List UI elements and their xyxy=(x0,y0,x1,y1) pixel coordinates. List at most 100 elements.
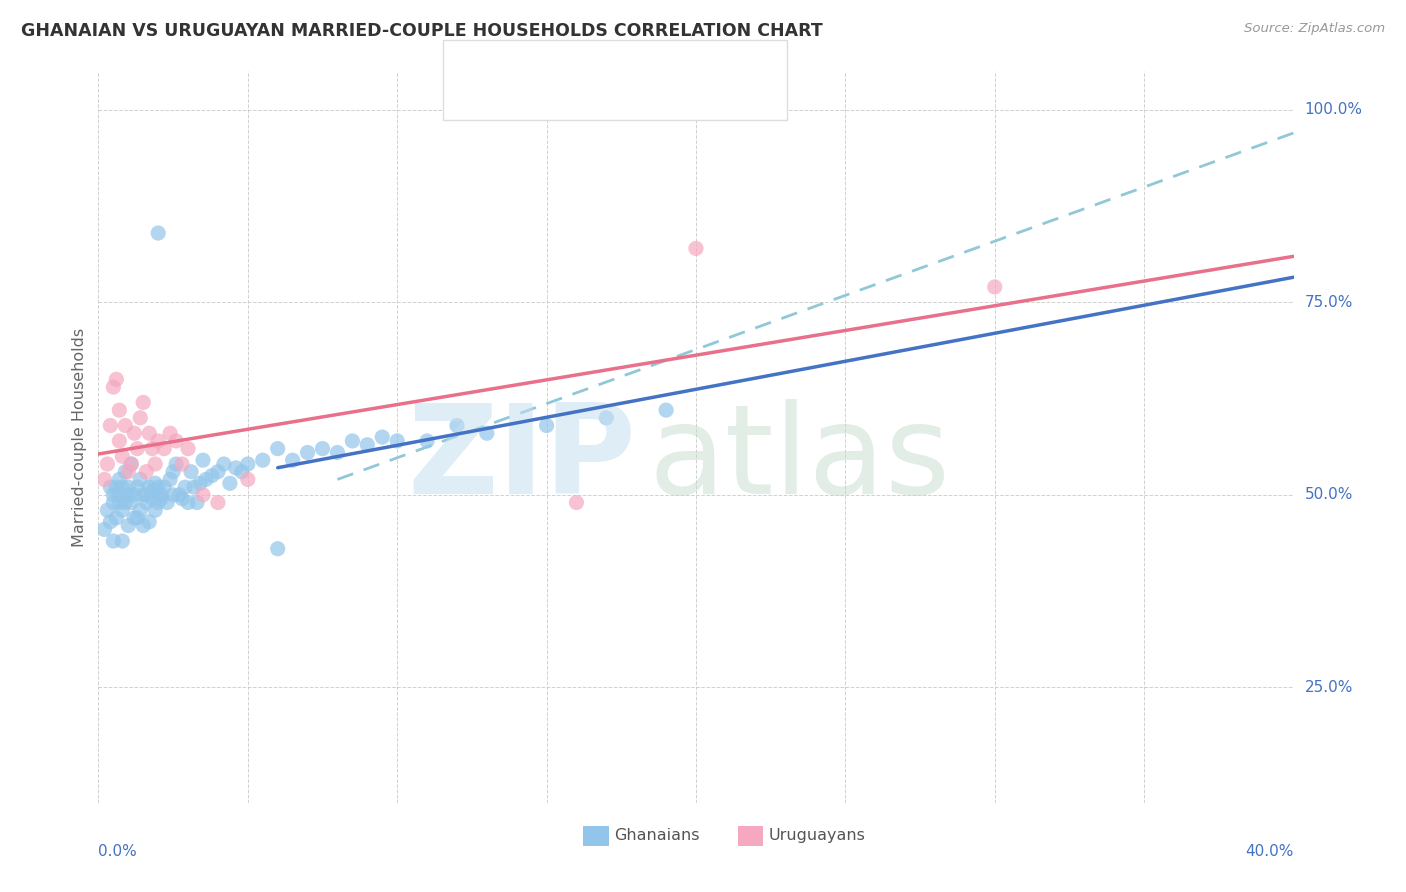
Text: 100.0%: 100.0% xyxy=(1305,103,1362,118)
Point xyxy=(108,495,131,509)
Point xyxy=(225,461,247,475)
Text: 75.0%: 75.0% xyxy=(1305,295,1353,310)
Point xyxy=(446,418,468,433)
Point xyxy=(267,442,290,456)
Point xyxy=(138,426,160,441)
Point xyxy=(96,503,118,517)
Point xyxy=(475,426,498,441)
Point xyxy=(180,465,202,479)
Point xyxy=(98,515,122,529)
Point xyxy=(159,472,181,486)
Point xyxy=(156,495,179,509)
Point xyxy=(201,468,224,483)
Point xyxy=(297,445,319,459)
Point xyxy=(98,480,122,494)
Point xyxy=(129,503,152,517)
Y-axis label: Married-couple Households: Married-couple Households xyxy=(72,327,87,547)
Point xyxy=(103,534,125,549)
Point xyxy=(191,453,214,467)
Point xyxy=(135,465,157,479)
Point xyxy=(127,511,149,525)
Point xyxy=(984,280,1007,294)
Point xyxy=(141,442,163,456)
Point xyxy=(127,480,149,494)
Point xyxy=(135,495,157,509)
Point xyxy=(150,488,173,502)
Text: Uruguayans: Uruguayans xyxy=(769,829,866,843)
Point xyxy=(135,488,157,502)
Point xyxy=(186,495,208,509)
Text: atlas: atlas xyxy=(648,399,950,519)
Point xyxy=(195,472,218,486)
Point xyxy=(93,523,115,537)
Point xyxy=(117,518,139,533)
Point xyxy=(153,480,176,494)
Point xyxy=(96,457,118,471)
Point xyxy=(281,453,304,467)
Point xyxy=(117,480,139,494)
Point xyxy=(143,503,166,517)
Point xyxy=(124,426,146,441)
Point xyxy=(416,434,439,448)
Point xyxy=(143,457,166,471)
Point xyxy=(103,495,125,509)
Point xyxy=(219,476,242,491)
Point xyxy=(120,495,142,509)
Text: 0.0%: 0.0% xyxy=(98,845,138,860)
Point xyxy=(124,511,146,525)
Point xyxy=(120,457,142,471)
Point xyxy=(371,430,394,444)
Point xyxy=(167,488,190,502)
Point xyxy=(114,465,136,479)
Point xyxy=(117,465,139,479)
Point xyxy=(172,491,194,506)
Point xyxy=(326,445,349,459)
Point xyxy=(141,483,163,498)
Point xyxy=(252,453,274,467)
Point xyxy=(120,457,142,471)
Point xyxy=(207,495,229,509)
Point xyxy=(138,515,160,529)
Point xyxy=(114,495,136,509)
Point xyxy=(105,480,128,494)
Point xyxy=(177,442,200,456)
Point xyxy=(356,438,378,452)
Point xyxy=(162,488,184,502)
Text: Ghanaians: Ghanaians xyxy=(614,829,700,843)
Text: 40.0%: 40.0% xyxy=(1246,845,1294,860)
Point xyxy=(231,465,253,479)
Point xyxy=(177,495,200,509)
Point xyxy=(191,488,214,502)
Point xyxy=(183,480,205,494)
Point xyxy=(148,434,170,448)
Point xyxy=(143,476,166,491)
Point xyxy=(162,465,184,479)
Point xyxy=(536,418,558,433)
Point xyxy=(342,434,364,448)
Point xyxy=(207,465,229,479)
Point xyxy=(236,472,259,486)
Point xyxy=(98,418,122,433)
Point xyxy=(111,480,134,494)
Point xyxy=(212,457,235,471)
Point xyxy=(148,226,170,240)
Point xyxy=(111,534,134,549)
Point xyxy=(105,511,128,525)
Point xyxy=(595,410,617,425)
Point xyxy=(108,488,131,502)
Point xyxy=(655,403,678,417)
Point xyxy=(148,495,170,509)
Text: 50.0%: 50.0% xyxy=(1305,487,1353,502)
Point xyxy=(103,380,125,394)
Point xyxy=(108,472,131,486)
Point xyxy=(108,434,131,448)
Point xyxy=(129,472,152,486)
Point xyxy=(132,488,155,502)
Point xyxy=(141,491,163,506)
Point xyxy=(236,457,259,471)
Point xyxy=(188,476,211,491)
Point xyxy=(93,472,115,486)
Point xyxy=(267,541,290,556)
Text: R = 0.232   N = 83: R = 0.232 N = 83 xyxy=(513,55,697,73)
Text: GHANAIAN VS URUGUAYAN MARRIED-COUPLE HOUSEHOLDS CORRELATION CHART: GHANAIAN VS URUGUAYAN MARRIED-COUPLE HOU… xyxy=(21,22,823,40)
